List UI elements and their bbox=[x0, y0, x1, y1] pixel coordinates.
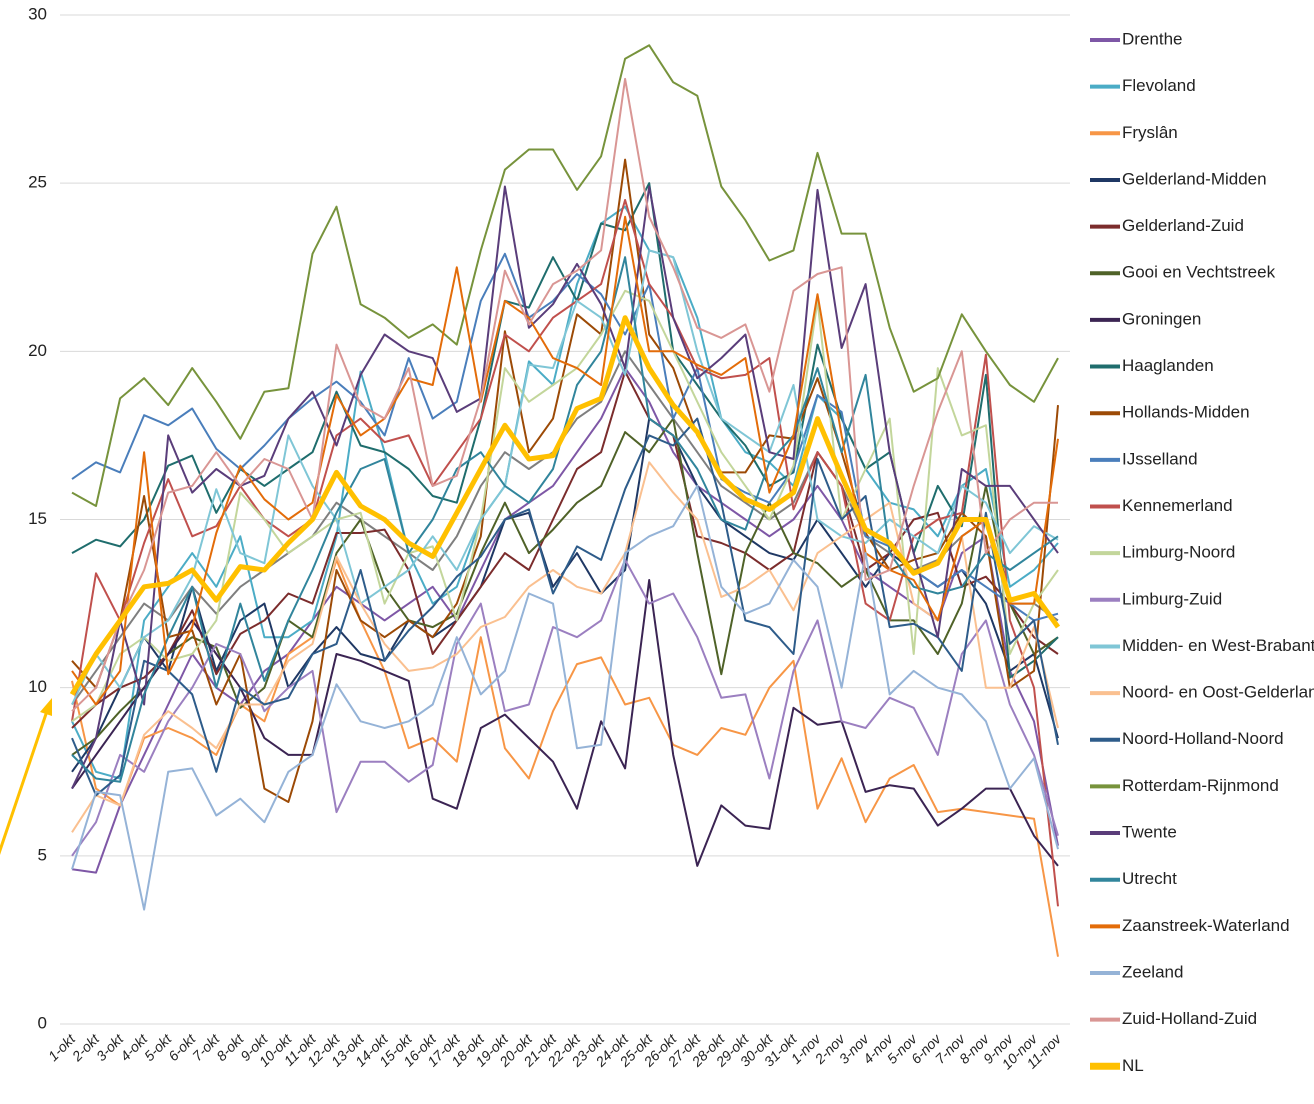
legend-label: Gooi en Vechtstreek bbox=[1122, 263, 1276, 282]
legend-label: Zuid-Holland-Zuid bbox=[1122, 1009, 1257, 1028]
y-tick-label: 5 bbox=[38, 845, 47, 864]
y-tick-label: 20 bbox=[28, 341, 47, 360]
series-line bbox=[71, 77, 1058, 712]
legend-label: Noord-Holland-Noord bbox=[1122, 729, 1284, 748]
y-tick-label: 25 bbox=[28, 173, 47, 192]
series-line bbox=[71, 158, 1059, 803]
legend-label: Groningen bbox=[1122, 309, 1201, 328]
legend-label: Twente bbox=[1122, 823, 1177, 842]
legend-label: Gelderland-Midden bbox=[1122, 169, 1267, 188]
arrow bbox=[0, 707, 50, 856]
legend-label: Fryslân bbox=[1122, 123, 1178, 142]
legend-label: IJsselland bbox=[1122, 449, 1198, 468]
arrow-head bbox=[40, 698, 52, 716]
series-line bbox=[71, 199, 1059, 907]
series-line bbox=[71, 185, 1059, 790]
legend-label: Gelderland-Zuid bbox=[1122, 216, 1244, 235]
legend-label: Midden- en West-Brabant bbox=[1122, 636, 1314, 655]
legend-label: Brabant-Zuidoost bbox=[1122, 0, 1253, 2]
series-line bbox=[71, 484, 1059, 911]
series-line bbox=[71, 558, 1059, 857]
nl-line bbox=[69, 315, 1061, 696]
series-line bbox=[71, 44, 1059, 507]
legend-label: Hollands-Midden bbox=[1122, 403, 1250, 422]
legend-label: Haaglanden bbox=[1122, 356, 1214, 375]
legend-label: Noord- en Oost-Gelderland bbox=[1122, 683, 1314, 702]
legend-label: NL bbox=[1122, 1056, 1144, 1075]
y-tick-label: 15 bbox=[28, 509, 47, 528]
series-line bbox=[71, 417, 1059, 756]
legend-label: Utrecht bbox=[1122, 869, 1177, 888]
legend-label: Zeeland bbox=[1122, 962, 1183, 981]
y-tick-label: 0 bbox=[38, 1013, 47, 1032]
legend-label: Limburg-Noord bbox=[1122, 543, 1235, 562]
legend-label: Kennemerland bbox=[1122, 496, 1233, 515]
y-tick-label: 10 bbox=[28, 677, 47, 696]
series-line bbox=[71, 461, 1059, 833]
legend-label: Rotterdam-Rijnmond bbox=[1122, 776, 1279, 795]
legend-label: Zaanstreek-Waterland bbox=[1122, 916, 1290, 935]
legend-label: Flevoland bbox=[1122, 76, 1196, 95]
series-line bbox=[71, 417, 1059, 797]
y-tick-label: 30 bbox=[28, 4, 47, 23]
series-line bbox=[71, 249, 1059, 705]
legend-label: Drenthe bbox=[1122, 29, 1182, 48]
series-line bbox=[71, 289, 1059, 723]
legend-label: Limburg-Zuid bbox=[1122, 589, 1222, 608]
series-line bbox=[71, 579, 1059, 867]
series-line bbox=[71, 350, 1059, 706]
series-line bbox=[71, 215, 1059, 706]
